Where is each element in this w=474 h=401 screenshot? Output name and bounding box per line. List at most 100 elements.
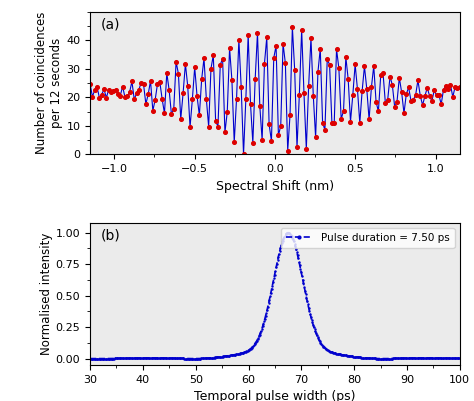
Point bbox=[202, 95, 210, 102]
Point bbox=[389, 82, 396, 88]
Point bbox=[323, 56, 331, 63]
Point bbox=[410, 97, 417, 103]
Point bbox=[93, 84, 101, 90]
Point bbox=[451, 83, 459, 90]
Point bbox=[307, 35, 315, 41]
Point bbox=[230, 139, 238, 146]
Point bbox=[395, 75, 403, 81]
Point bbox=[310, 93, 317, 99]
Point bbox=[314, 69, 322, 75]
Point bbox=[386, 73, 394, 80]
Point bbox=[423, 85, 431, 91]
Point bbox=[165, 87, 173, 93]
Point bbox=[254, 30, 261, 36]
Point bbox=[328, 119, 336, 126]
Point bbox=[291, 67, 299, 73]
Point bbox=[86, 81, 94, 87]
Point bbox=[210, 52, 217, 59]
Point bbox=[107, 88, 115, 95]
Point bbox=[207, 65, 215, 72]
Point bbox=[335, 65, 343, 71]
Point bbox=[142, 101, 150, 107]
Point bbox=[200, 55, 208, 61]
Point bbox=[321, 127, 328, 133]
Point bbox=[456, 84, 464, 91]
Point bbox=[447, 81, 454, 88]
Point bbox=[163, 70, 171, 76]
Point bbox=[382, 100, 389, 106]
Point bbox=[130, 96, 138, 103]
Point bbox=[223, 109, 231, 115]
Point bbox=[277, 123, 284, 129]
Point bbox=[430, 87, 438, 93]
Point bbox=[326, 61, 333, 68]
Point bbox=[433, 92, 440, 99]
Point bbox=[121, 94, 129, 100]
Point bbox=[186, 124, 194, 130]
Point bbox=[226, 45, 233, 51]
Point bbox=[372, 99, 380, 105]
Point bbox=[454, 85, 461, 91]
Point bbox=[174, 71, 182, 77]
Point bbox=[400, 110, 408, 116]
Point bbox=[317, 45, 324, 52]
Point bbox=[261, 60, 268, 67]
Point bbox=[346, 118, 354, 125]
Point bbox=[398, 89, 405, 95]
Point bbox=[256, 103, 264, 109]
Point bbox=[279, 41, 287, 47]
Point bbox=[438, 101, 445, 107]
Point bbox=[140, 81, 147, 87]
Point bbox=[91, 87, 99, 93]
Point bbox=[274, 132, 282, 139]
Point bbox=[405, 84, 412, 91]
Point bbox=[126, 89, 133, 95]
Point bbox=[293, 144, 301, 150]
Point bbox=[426, 93, 433, 99]
Point bbox=[251, 76, 259, 83]
Point bbox=[161, 110, 168, 117]
X-axis label: Temporal pulse width (ps): Temporal pulse width (ps) bbox=[194, 390, 356, 401]
Point bbox=[154, 81, 161, 87]
Y-axis label: Normalised intensity: Normalised intensity bbox=[40, 233, 53, 355]
Point bbox=[319, 119, 327, 126]
Point bbox=[258, 137, 266, 143]
Point bbox=[365, 116, 373, 123]
Point bbox=[270, 55, 278, 61]
Point bbox=[368, 84, 375, 91]
Point bbox=[284, 148, 292, 154]
Point bbox=[156, 79, 164, 85]
Point bbox=[249, 140, 256, 146]
Point bbox=[358, 88, 366, 94]
Point bbox=[123, 93, 131, 100]
Point bbox=[170, 105, 178, 112]
Point bbox=[340, 107, 347, 114]
Point bbox=[112, 87, 119, 93]
Point bbox=[240, 151, 247, 158]
Point bbox=[205, 124, 212, 130]
Point bbox=[147, 78, 155, 84]
Point bbox=[168, 111, 175, 117]
Y-axis label: Number of coincidences
per 12 seconds: Number of coincidences per 12 seconds bbox=[36, 12, 64, 154]
Point bbox=[177, 116, 184, 122]
Point bbox=[282, 60, 289, 67]
Point bbox=[393, 99, 401, 105]
Point bbox=[402, 91, 410, 97]
Point bbox=[333, 46, 340, 53]
Point bbox=[361, 63, 368, 69]
Point bbox=[184, 83, 191, 89]
Point bbox=[214, 124, 222, 130]
Point bbox=[173, 59, 180, 65]
Point bbox=[444, 86, 452, 92]
Point bbox=[412, 92, 419, 98]
Point bbox=[119, 83, 127, 90]
Point bbox=[263, 34, 271, 41]
Point bbox=[233, 95, 240, 102]
Point bbox=[296, 92, 303, 98]
Point bbox=[198, 76, 205, 82]
Point bbox=[135, 87, 143, 93]
Point bbox=[246, 101, 254, 107]
Text: (b): (b) bbox=[101, 228, 121, 242]
Point bbox=[312, 134, 319, 141]
Point bbox=[182, 61, 189, 67]
